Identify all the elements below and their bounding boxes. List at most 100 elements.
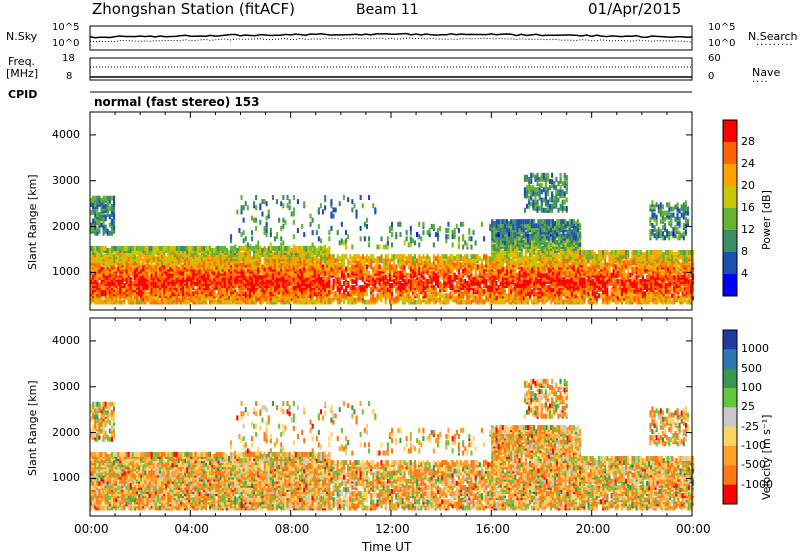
power-cell	[198, 291, 201, 297]
power-cell	[190, 287, 193, 293]
power-cell	[384, 274, 387, 280]
power-cell	[526, 291, 529, 297]
power-cell	[514, 293, 517, 299]
power-cell	[378, 278, 381, 284]
power-cell	[207, 245, 210, 251]
power-cell	[148, 283, 151, 288]
power-cell	[278, 254, 281, 260]
power-cell	[165, 276, 168, 282]
power-cell	[332, 254, 335, 260]
power-cell	[175, 268, 178, 274]
power-cell	[443, 293, 446, 299]
power-cell	[133, 245, 136, 251]
power-cell	[489, 256, 492, 262]
power-cell	[437, 254, 440, 260]
power-cell	[529, 287, 532, 293]
power-cell	[470, 278, 473, 284]
power-cell	[133, 268, 136, 274]
power-cell	[121, 272, 124, 278]
power-cell	[476, 264, 479, 270]
power-cell	[526, 237, 529, 243]
power-cell	[462, 268, 465, 274]
power-cell	[307, 245, 310, 251]
power-cell	[330, 266, 333, 272]
power-cell	[288, 250, 291, 255]
power-cell	[403, 264, 406, 270]
power-cell	[336, 272, 339, 278]
power-cell	[478, 293, 481, 299]
power-cell	[443, 260, 446, 266]
power-cell	[129, 266, 132, 272]
power-cell	[140, 256, 143, 262]
power-cell	[470, 254, 473, 260]
power-cell	[223, 289, 226, 295]
power-cell	[526, 219, 529, 225]
power-cell	[506, 293, 509, 299]
power-cell	[131, 266, 134, 272]
power-cell	[439, 256, 442, 262]
power-cell	[338, 293, 341, 299]
power-cell	[267, 245, 270, 251]
power-cell	[127, 256, 130, 262]
power-cell	[543, 219, 546, 225]
power-cell	[238, 245, 241, 251]
power-cell	[156, 295, 159, 301]
power-cell	[96, 245, 99, 251]
power-cell	[196, 276, 199, 282]
power-cell	[441, 274, 444, 280]
power-cell	[462, 256, 465, 262]
power-cell	[439, 272, 442, 278]
power-cell	[330, 258, 333, 264]
power-cell	[411, 256, 414, 262]
power-cell	[374, 268, 377, 274]
power-cell	[152, 264, 155, 270]
power-cell	[113, 272, 116, 278]
power-cell	[357, 291, 360, 297]
power-cell	[391, 254, 394, 260]
power-cell	[324, 256, 327, 262]
power-cell	[368, 256, 371, 262]
power-cell	[205, 260, 208, 266]
power-cell	[177, 297, 180, 303]
power-cell	[211, 260, 214, 266]
power-cell	[443, 272, 446, 278]
power-cell	[154, 245, 157, 251]
power-cell	[171, 256, 174, 262]
power-cell	[182, 295, 185, 301]
power-cell	[119, 280, 122, 286]
power-cell	[309, 245, 312, 251]
power-cell	[437, 270, 440, 276]
power-cell	[280, 283, 283, 288]
power-cell	[353, 274, 356, 280]
power-cell	[409, 283, 412, 288]
power-cell	[253, 245, 256, 251]
power-cell	[376, 256, 379, 262]
power-cell	[347, 280, 350, 286]
power-cell	[453, 295, 456, 301]
power-cell	[414, 283, 417, 288]
power-cell	[351, 293, 354, 299]
power-cell	[393, 264, 396, 270]
power-cell	[259, 245, 262, 251]
power-cell	[150, 280, 153, 286]
power-cell	[165, 297, 168, 303]
power-cell	[522, 266, 525, 272]
power-cell	[361, 274, 364, 280]
power-cell	[424, 291, 427, 297]
power-cell	[225, 262, 228, 268]
power-cell	[288, 287, 291, 293]
power-cell	[288, 291, 291, 297]
power-cell	[146, 245, 149, 251]
power-cell	[428, 276, 431, 282]
power-cell	[466, 270, 469, 276]
power-cell	[497, 285, 500, 291]
power-cell	[437, 291, 440, 297]
power-cell	[119, 299, 122, 305]
power-cell	[217, 293, 220, 299]
power-cell	[499, 219, 502, 225]
power-cell	[386, 254, 389, 260]
power-cell	[90, 250, 93, 255]
power-cell	[242, 245, 245, 251]
power-cell	[407, 297, 410, 303]
power-cell	[391, 283, 394, 288]
